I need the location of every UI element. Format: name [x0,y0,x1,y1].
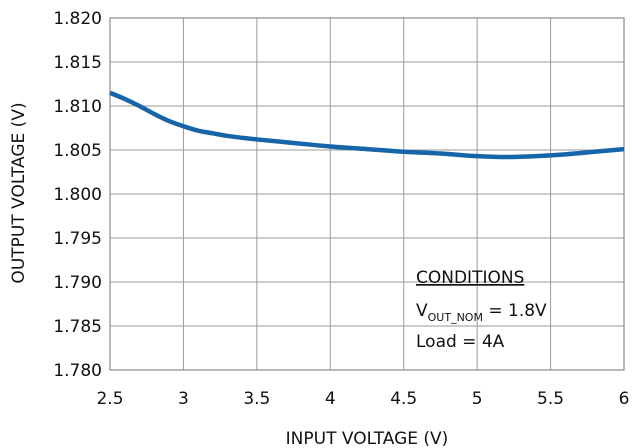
y-tick-label: 1.785 [53,317,102,337]
y-axis-ticks: 1.780 1.785 1.790 1.795 1.800 1.805 1.810 1.815… [53,9,102,381]
y-tick-label: 1.820 [53,9,102,29]
x-axis-ticks: 2.5 3 3.5 4 4.5 5 5.5 6 [96,389,629,409]
y-tick-label: 1.810 [53,97,102,117]
legend-title: CONDITIONS [416,268,524,288]
y-tick-label: 1.790 [53,273,102,293]
x-tick-label: 4.5 [390,389,417,409]
x-tick-label: 2.5 [96,389,123,409]
x-tick-label: 5.5 [537,389,564,409]
legend-vout-sub: OUT_NOM [428,311,483,324]
y-tick-label: 1.815 [53,53,102,73]
y-tick-label: 1.805 [53,141,102,161]
legend-line-vout: VOUT_NOM = 1.8V [416,301,547,324]
x-tick-label: 6 [619,389,630,409]
y-tick-label: 1.800 [53,185,102,205]
x-tick-label: 3.5 [243,389,270,409]
legend-vout-rest: = 1.8V [483,301,547,321]
y-tick-label: 1.795 [53,229,102,249]
series-line [109,90,625,160]
x-tick-label: 4 [325,389,336,409]
grid-lines [109,17,625,371]
legend-line-load: Load = 4A [416,332,505,352]
x-tick-label: 5 [472,389,483,409]
series-group [109,90,625,160]
x-tick-label: 3 [178,389,189,409]
legend-vout-main: V [416,301,428,321]
x-axis-title: INPUT VOLTAGE (V) [286,429,449,448]
plot-area-border [109,17,625,371]
legend-box: CONDITIONS VOUT_NOM = 1.8V Load = 4A [416,268,547,352]
y-axis-title: OUTPUT VOLTAGE (V) [9,102,29,283]
y-tick-label: 1.780 [53,361,102,381]
